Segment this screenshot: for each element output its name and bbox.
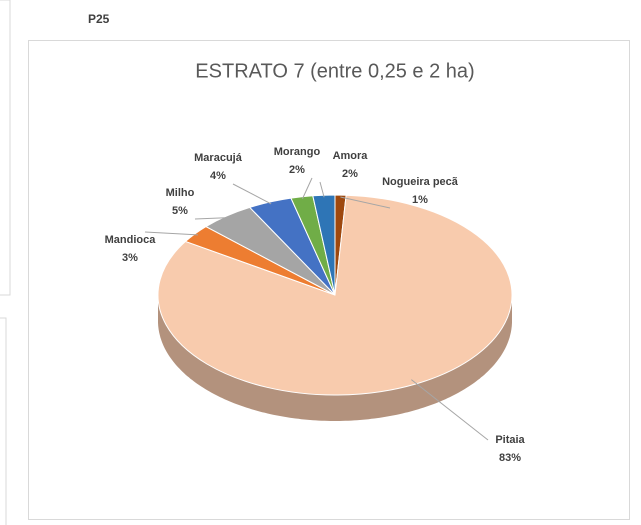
data-label-value: 3%	[122, 252, 138, 264]
side-panel	[0, 0, 11, 296]
leader-line	[319, 181, 325, 198]
leader-line	[144, 231, 198, 236]
side-panel	[0, 317, 7, 525]
data-label-value: 1%	[412, 194, 428, 206]
leader-line	[232, 183, 272, 205]
data-label-name: Milho	[166, 187, 195, 199]
data-label-value: 5%	[172, 205, 188, 217]
leader-line	[411, 379, 489, 441]
pie: Nogueira pecã 1% Pitaia 83% Mandioca 3% Milho 5…	[105, 146, 526, 464]
page-label: P25	[88, 12, 110, 26]
data-label-name: Amora	[333, 150, 369, 162]
data-label-value: 2%	[342, 168, 358, 180]
leader-line	[340, 196, 391, 209]
data-label-value: 2%	[289, 164, 305, 176]
data-label-name: Mandioca	[105, 234, 157, 246]
data-label-name: Maracujá	[194, 152, 243, 164]
data-label-name: Morango	[274, 146, 321, 158]
data-label-value: 83%	[499, 452, 521, 464]
data-label-name: Pitaia	[495, 434, 525, 446]
data-label-value: 4%	[210, 170, 226, 182]
data-label-name: Nogueira pecã	[382, 176, 459, 188]
chart-title: ESTRATO 7 (entre 0,25 e 2 ha)	[195, 60, 474, 82]
leader-line	[194, 217, 229, 220]
leader-line	[302, 177, 313, 199]
